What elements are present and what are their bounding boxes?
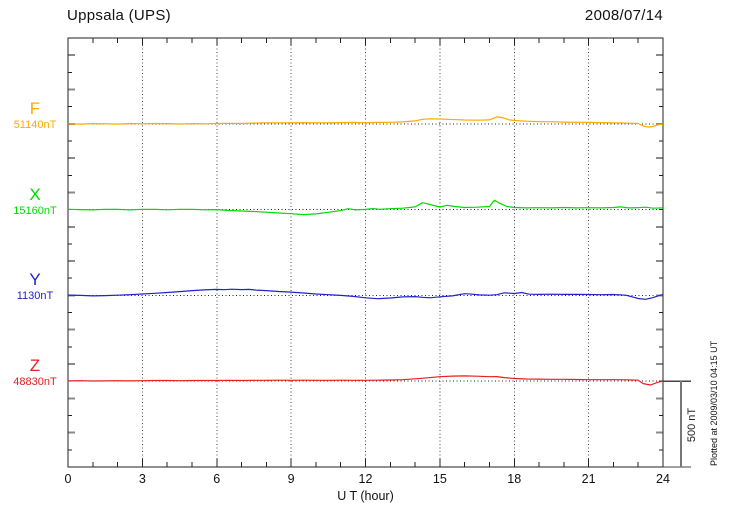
z-trace: [67, 375, 664, 386]
y-trace: [67, 288, 664, 300]
component-block-f: F 51140nT: [4, 100, 66, 131]
component-label-x: X: [29, 185, 41, 204]
x-trace: [67, 199, 664, 216]
component-baseline-z: 48830nT: [13, 376, 57, 388]
f-trace: [67, 116, 664, 128]
x-axis-label: U T (hour): [337, 489, 394, 503]
scale-bar-label: 500 nT: [686, 407, 698, 443]
x-tick-label: 24: [656, 472, 670, 486]
component-label-f: F: [29, 99, 41, 118]
plot-frame: [67, 37, 664, 468]
component-block-y: Y 1130nT: [4, 271, 66, 302]
x-tick-label: 12: [358, 472, 373, 486]
component-label-z: Z: [29, 356, 41, 375]
component-block-z: Z 48830nT: [4, 357, 66, 388]
x-tick-label: 18: [507, 472, 522, 486]
component-block-x: X 15160nT: [4, 186, 66, 217]
x-tick-label: 3: [138, 472, 146, 486]
station-title: Uppsala (UPS): [67, 7, 171, 24]
x-tick-label: 15: [432, 472, 447, 486]
component-baseline-x: 15160nT: [13, 205, 57, 217]
x-tick-label: 0: [64, 472, 72, 486]
component-baseline-f: 51140nT: [13, 119, 57, 131]
x-tick-label: 21: [581, 472, 596, 486]
component-baseline-y: 1130nT: [16, 290, 54, 302]
plot-date: 2008/07/14: [584, 7, 663, 24]
component-label-y: Y: [29, 270, 41, 289]
x-tick-label: 9: [287, 472, 295, 486]
plotted-at-note: Plotted at 2009/03/10 04:15 UT: [709, 340, 719, 466]
x-tick-label: 6: [213, 472, 221, 486]
